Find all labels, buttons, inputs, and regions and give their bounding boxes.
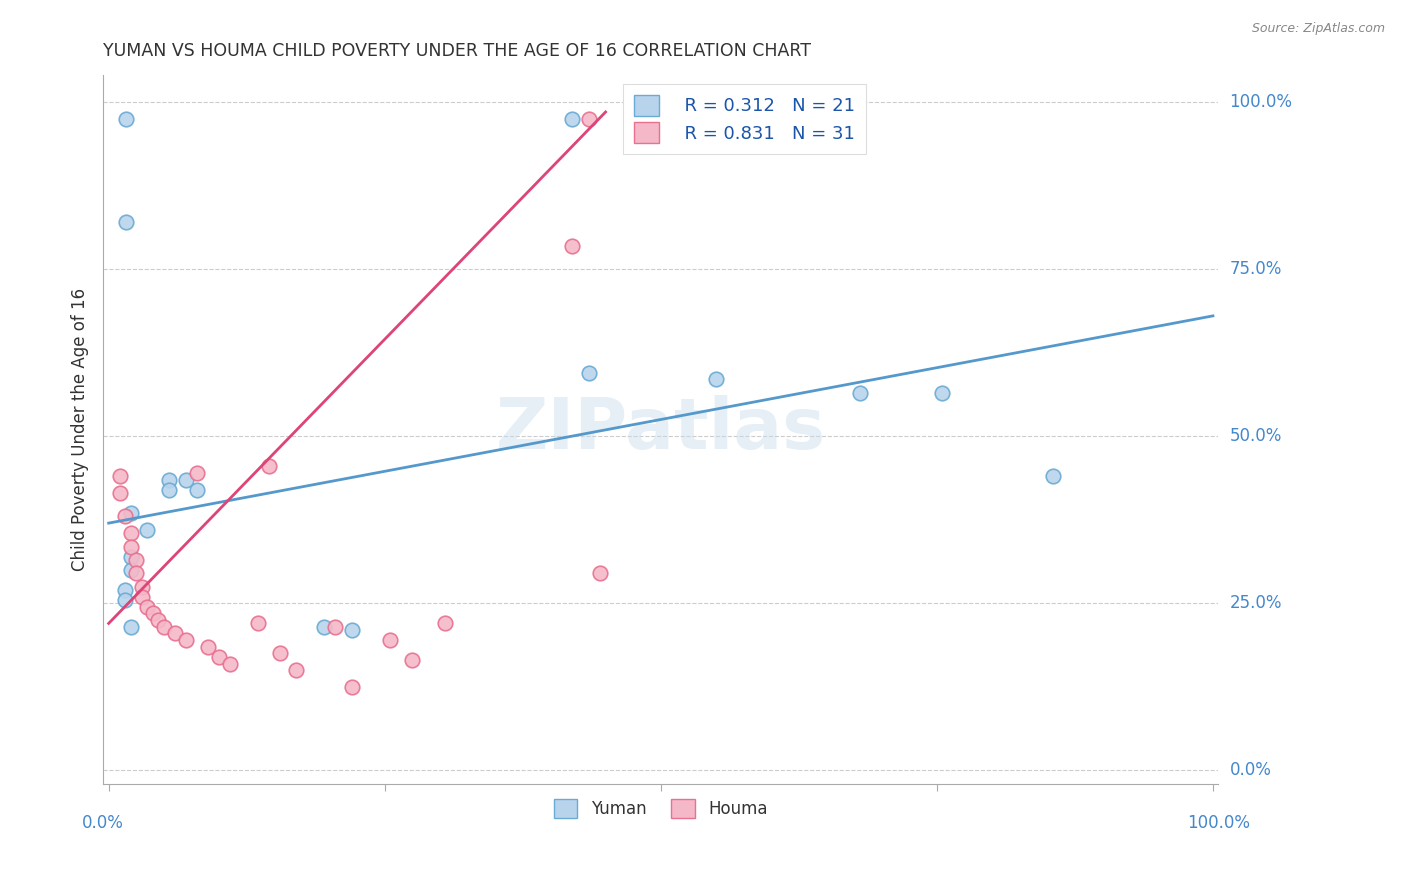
- Point: [142, 607, 165, 621]
- Point: [257, 459, 280, 474]
- Point: [312, 620, 335, 634]
- Point: [163, 626, 186, 640]
- Point: [219, 657, 242, 671]
- Text: 25.0%: 25.0%: [1230, 594, 1282, 612]
- Text: 75.0%: 75.0%: [1230, 260, 1282, 278]
- Point: [114, 593, 136, 607]
- Point: [136, 523, 159, 537]
- Point: [931, 385, 953, 400]
- Point: [174, 633, 197, 648]
- Point: [1042, 469, 1064, 483]
- Point: [340, 623, 363, 637]
- Point: [114, 509, 136, 524]
- Text: 0.0%: 0.0%: [82, 814, 124, 832]
- Point: [108, 469, 131, 483]
- Y-axis label: Child Poverty Under the Age of 16: Child Poverty Under the Age of 16: [72, 288, 89, 571]
- Point: [153, 620, 176, 634]
- Point: [561, 238, 583, 252]
- Point: [380, 633, 402, 648]
- Legend: Yuman, Houma: Yuman, Houma: [547, 792, 775, 825]
- Point: [340, 680, 363, 694]
- Point: [114, 582, 136, 597]
- Text: YUMAN VS HOUMA CHILD POVERTY UNDER THE AGE OF 16 CORRELATION CHART: YUMAN VS HOUMA CHILD POVERTY UNDER THE A…: [103, 42, 811, 60]
- Point: [157, 483, 180, 497]
- Point: [589, 566, 612, 581]
- Point: [848, 385, 870, 400]
- Point: [561, 112, 583, 126]
- Point: [157, 473, 180, 487]
- Point: [578, 366, 600, 380]
- Point: [136, 599, 159, 614]
- Point: [108, 486, 131, 500]
- Text: 0.0%: 0.0%: [1230, 762, 1271, 780]
- Point: [120, 563, 142, 577]
- Point: [131, 580, 153, 594]
- Point: [120, 620, 142, 634]
- Point: [269, 647, 291, 661]
- Point: [208, 649, 231, 664]
- Point: [120, 506, 142, 520]
- Point: [323, 620, 346, 634]
- Point: [434, 616, 457, 631]
- Point: [120, 540, 142, 554]
- Point: [125, 566, 148, 581]
- Text: 50.0%: 50.0%: [1230, 427, 1282, 445]
- Point: [120, 549, 142, 564]
- Text: 100.0%: 100.0%: [1187, 814, 1250, 832]
- Text: Source: ZipAtlas.com: Source: ZipAtlas.com: [1251, 22, 1385, 36]
- Text: 100.0%: 100.0%: [1230, 93, 1292, 111]
- Point: [578, 112, 600, 126]
- Point: [148, 613, 170, 627]
- Point: [174, 473, 197, 487]
- Point: [115, 112, 138, 126]
- Point: [246, 616, 269, 631]
- Point: [704, 372, 727, 386]
- Point: [115, 215, 138, 229]
- Point: [131, 590, 153, 604]
- Text: ZIPatlas: ZIPatlas: [496, 395, 825, 464]
- Point: [285, 663, 308, 677]
- Point: [197, 640, 219, 654]
- Point: [186, 483, 208, 497]
- Point: [120, 526, 142, 541]
- Point: [125, 553, 148, 567]
- Point: [401, 653, 423, 667]
- Point: [186, 466, 208, 480]
